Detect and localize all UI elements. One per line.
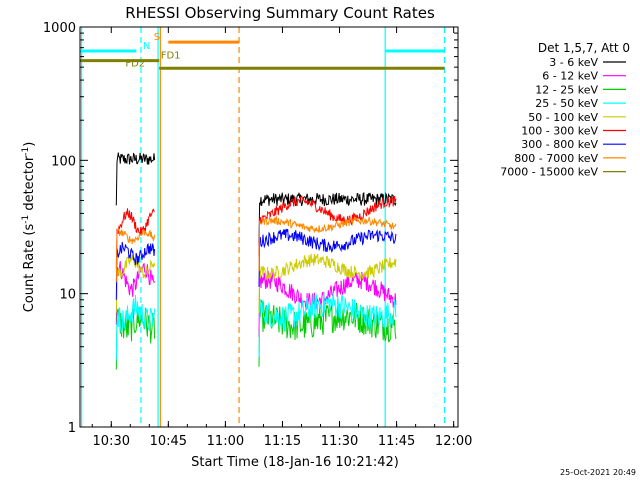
- legend-label: 12 - 25 keV: [535, 83, 598, 96]
- legend-label: 300 - 800 keV: [521, 138, 598, 151]
- series-line: [115, 152, 156, 206]
- legend-label: 7000 - 15000 keV: [500, 166, 598, 179]
- x-tick-label: 10:30: [93, 434, 130, 449]
- legend-label: 25 - 50 keV: [535, 97, 598, 110]
- y-tick-label: 10: [59, 288, 76, 303]
- x-tick-label: 11:45: [378, 434, 415, 449]
- x-axis-label: Start Time (18-Jan-16 10:21:42): [191, 455, 399, 470]
- series-line: [258, 215, 397, 271]
- series-line: [115, 294, 156, 361]
- y-axis-label: Count Rate (s-1 detector-1): [21, 142, 37, 313]
- series-line: [258, 291, 397, 357]
- legend-header: Det 1,5,7, Att 0: [538, 41, 630, 55]
- series-line: [258, 194, 397, 257]
- x-tick-label: 11:00: [207, 434, 244, 449]
- y-tick-label: 100: [51, 154, 76, 169]
- legend-label: 6 - 12 keV: [542, 70, 598, 83]
- x-axis: 10:30 10:45 11:00 11:15 11:30 11:45 12:00: [91, 27, 472, 449]
- legend-label: 3 - 6 keV: [549, 56, 598, 69]
- x-tick-label: 12:00: [435, 434, 472, 449]
- data-series: [115, 152, 397, 370]
- series-line: [115, 228, 156, 283]
- series-line: [115, 241, 156, 300]
- plot-area: SN FD1 FD2: [80, 27, 446, 427]
- series-line: [258, 191, 397, 246]
- y-tick-label: 1000: [43, 21, 76, 36]
- plot-frame: [79, 26, 459, 428]
- series-line: [115, 208, 155, 270]
- flag-label: S: [154, 32, 160, 43]
- legend-label: 50 - 100 keV: [528, 111, 598, 124]
- legend-label: 100 - 300 keV: [521, 125, 598, 138]
- series-line: [258, 228, 397, 287]
- series-line: [258, 253, 397, 313]
- y-tick-label: 1: [68, 421, 76, 436]
- flag-label: FD1: [161, 51, 181, 62]
- series-line: [115, 261, 156, 325]
- generation-timestamp: 25-Oct-2021 20:49: [560, 468, 636, 477]
- y-axis: 1 10 100 1000: [43, 21, 458, 436]
- series-line: [115, 254, 156, 313]
- x-tick-label: 11:30: [321, 434, 358, 449]
- flag-bars: SN FD1 FD2: [80, 32, 445, 70]
- x-tick-label: 11:15: [264, 434, 301, 449]
- series-line: [258, 270, 397, 338]
- flag-label: N: [143, 41, 150, 52]
- x-tick-label: 10:45: [150, 434, 187, 449]
- flag-label: FD2: [125, 58, 145, 69]
- legend-label: 800 - 7000 keV: [514, 152, 598, 165]
- chart-title: RHESSI Observing Summary Count Rates: [125, 4, 435, 22]
